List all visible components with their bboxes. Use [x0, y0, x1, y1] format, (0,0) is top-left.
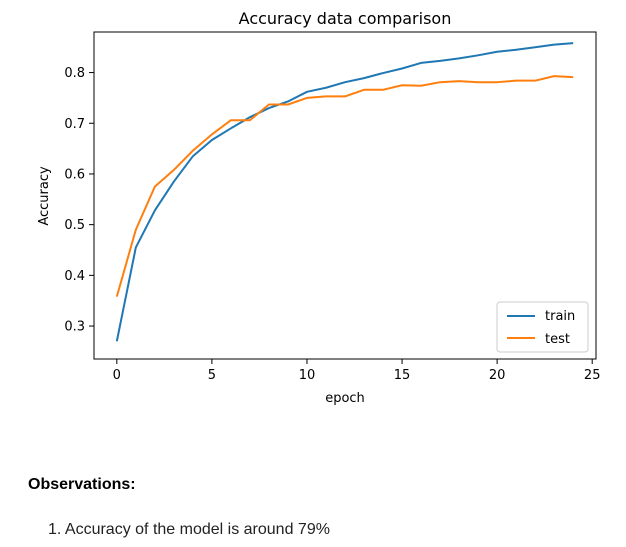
y-tick-label: 0.3	[64, 320, 85, 335]
y-tick-label: 0.8	[64, 66, 85, 81]
x-tick-label: 20	[489, 368, 506, 383]
x-axis-label: epoch	[325, 391, 365, 406]
y-axis-ticks: 0.3 0.4 0.5 0.6 0.7 0.8	[64, 66, 94, 335]
y-tick-label: 0.7	[64, 117, 85, 132]
x-tick-label: 25	[584, 368, 601, 383]
legend-label-test: test	[545, 332, 570, 347]
series-layer	[115, 42, 574, 342]
y-tick-label: 0.6	[64, 167, 85, 182]
observations-list: 1. Accuracy of the model is around 79%	[48, 521, 330, 539]
x-axis-ticks: 0 5 10 15 20 25	[113, 359, 601, 383]
x-tick-label: 10	[299, 368, 316, 383]
y-tick-label: 0.5	[64, 218, 85, 233]
observations-heading: Observations:	[28, 476, 136, 493]
series-line-test	[115, 75, 574, 297]
accuracy-chart: Accuracy data comparison 0 5 10 15 20 25 0.30…	[37, 9, 601, 406]
series-line-train	[115, 42, 574, 342]
legend-label-train: train	[545, 309, 575, 324]
x-tick-label: 0	[113, 368, 121, 383]
legend: train test	[496, 301, 589, 353]
x-tick-label: 5	[208, 368, 216, 383]
x-tick-label: 15	[394, 368, 411, 383]
y-tick-label: 0.4	[64, 269, 85, 284]
plot-frame	[93, 31, 597, 360]
chart-title: Accuracy data comparison	[239, 9, 452, 28]
y-axis-label: Accuracy	[37, 166, 52, 226]
observation-item: 1. Accuracy of the model is around 79%	[48, 521, 330, 538]
legend-box	[496, 301, 589, 353]
